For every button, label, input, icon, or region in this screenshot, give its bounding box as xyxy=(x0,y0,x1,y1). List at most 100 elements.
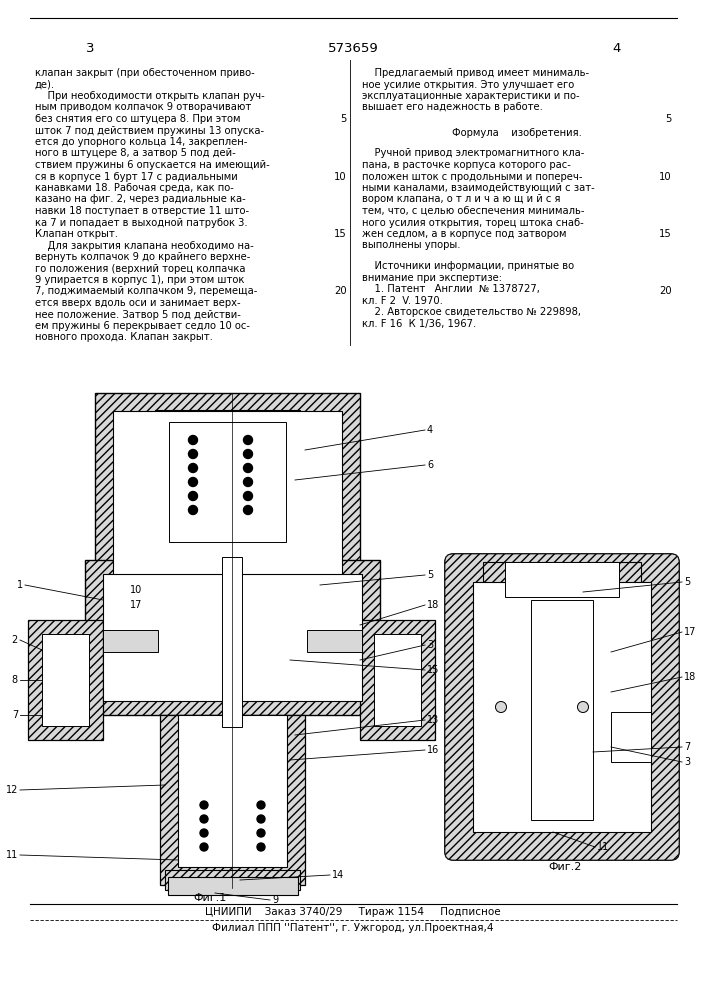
Text: шток 7 под действием пружины 13 опуска-: шток 7 под действием пружины 13 опуска- xyxy=(35,125,264,135)
Bar xyxy=(501,792,623,832)
Text: 6: 6 xyxy=(427,460,433,470)
Text: 4: 4 xyxy=(613,41,621,54)
Bar xyxy=(222,557,242,727)
Circle shape xyxy=(189,506,197,514)
Circle shape xyxy=(189,491,197,500)
Text: 3: 3 xyxy=(684,757,690,767)
Text: 8: 8 xyxy=(12,675,18,685)
Text: 7: 7 xyxy=(12,710,18,720)
Text: ем пружины 6 перекрывает седло 10 ос-: ем пружины 6 перекрывает седло 10 ос- xyxy=(35,321,250,331)
Text: ствием пружины 6 опускается на имеющий-: ствием пружины 6 опускается на имеющий- xyxy=(35,160,270,170)
Bar xyxy=(155,410,300,560)
Text: 2: 2 xyxy=(12,635,18,645)
Circle shape xyxy=(200,801,208,809)
Circle shape xyxy=(243,478,252,487)
Bar xyxy=(178,715,287,867)
Bar xyxy=(583,670,611,770)
Text: 14: 14 xyxy=(332,870,344,880)
Text: 1. Патент   Англии  № 1378727,: 1. Патент Англии № 1378727, xyxy=(362,284,540,294)
Bar xyxy=(307,630,362,652)
Circle shape xyxy=(189,450,197,458)
Text: 9: 9 xyxy=(272,895,278,905)
Text: кл. F 2  V. 1970.: кл. F 2 V. 1970. xyxy=(362,296,443,306)
Text: Клапан открыт.: Клапан открыт. xyxy=(35,229,118,239)
Circle shape xyxy=(257,829,265,837)
Text: вором клапана, о т л и ч а ю щ и й с я: вором клапана, о т л и ч а ю щ и й с я xyxy=(362,194,561,205)
Text: жен седлом, а в корпусе под затвором: жен седлом, а в корпусе под затвором xyxy=(362,229,566,239)
Text: 10: 10 xyxy=(130,585,142,595)
Text: эксплуатационные характеристики и по-: эксплуатационные характеристики и по- xyxy=(362,91,580,101)
Text: го положения (верхний торец колпачка: го положения (верхний торец колпачка xyxy=(35,263,245,273)
Circle shape xyxy=(200,815,208,823)
Text: 13: 13 xyxy=(427,715,439,725)
Bar xyxy=(483,562,641,602)
Text: 10: 10 xyxy=(334,172,347,182)
Text: внимание при экспертизе:: внимание при экспертизе: xyxy=(362,273,502,283)
Circle shape xyxy=(189,478,197,487)
Bar xyxy=(307,630,362,652)
Text: ным приводом колпачок 9 отворачивают: ным приводом колпачок 9 отворачивают xyxy=(35,103,251,112)
Text: ется до упорного кольца 14, закреплен-: ется до упорного кольца 14, закреплен- xyxy=(35,137,247,147)
Text: 11: 11 xyxy=(597,842,609,852)
Text: 17: 17 xyxy=(684,627,696,637)
Text: канавками 18. Рабочая среда, как по-: канавками 18. Рабочая среда, как по- xyxy=(35,183,234,193)
Circle shape xyxy=(189,464,197,473)
FancyBboxPatch shape xyxy=(445,554,679,860)
Text: 5: 5 xyxy=(427,570,433,580)
Text: ного в штуцере 8, а затвор 5 под дей-: ного в штуцере 8, а затвор 5 под дей- xyxy=(35,148,235,158)
Text: Фиг.1: Фиг.1 xyxy=(194,893,227,903)
Bar xyxy=(505,562,619,597)
FancyBboxPatch shape xyxy=(445,554,679,860)
Text: 15: 15 xyxy=(334,229,347,239)
Text: тем, что, с целью обеспечения минималь-: тем, что, с целью обеспечения минималь- xyxy=(362,206,585,216)
Text: 2. Авторское свидетельство № 229898,: 2. Авторское свидетельство № 229898, xyxy=(362,307,581,317)
Bar xyxy=(103,630,158,652)
Circle shape xyxy=(243,464,252,473)
Text: без снятия его со штуцера 8. При этом: без снятия его со штуцера 8. При этом xyxy=(35,114,240,124)
Text: ного усилия открытия, торец штока снаб-: ного усилия открытия, торец штока снаб- xyxy=(362,218,584,228)
Text: Фиг.2: Фиг.2 xyxy=(549,862,582,872)
Text: казано на фиг. 2, через радиальные ка-: казано на фиг. 2, через радиальные ка- xyxy=(35,194,246,205)
Circle shape xyxy=(257,801,265,809)
Text: вышает его надежность в работе.: вышает его надежность в работе. xyxy=(362,103,543,112)
Text: 4: 4 xyxy=(427,425,433,435)
Bar xyxy=(178,735,202,790)
Text: 20: 20 xyxy=(660,286,672,296)
Text: 17: 17 xyxy=(130,600,142,610)
Circle shape xyxy=(257,843,265,851)
Circle shape xyxy=(200,829,208,837)
Bar xyxy=(531,600,593,820)
Text: 5: 5 xyxy=(684,577,690,587)
Text: выполнены упоры.: выполнены упоры. xyxy=(362,240,460,250)
Text: 18: 18 xyxy=(684,672,696,682)
Bar xyxy=(579,600,593,820)
Bar xyxy=(360,620,435,740)
Bar xyxy=(85,560,380,715)
Bar xyxy=(160,715,305,885)
Bar xyxy=(95,393,360,593)
Text: 15: 15 xyxy=(659,229,672,239)
Bar xyxy=(374,634,421,726)
Text: новного прохода. Клапан закрыт.: новного прохода. Клапан закрыт. xyxy=(35,332,213,342)
Text: Предлагаемый привод имеет минималь-: Предлагаемый привод имеет минималь- xyxy=(362,68,589,78)
Bar xyxy=(169,422,286,542)
Bar xyxy=(168,877,298,895)
Text: 3: 3 xyxy=(86,41,94,54)
Text: 15: 15 xyxy=(427,665,439,675)
Bar xyxy=(113,411,342,575)
Text: Ручной привод электромагнитного кла-: Ручной привод электромагнитного кла- xyxy=(362,148,585,158)
Bar xyxy=(103,630,158,652)
Circle shape xyxy=(243,436,252,444)
Text: пана, в расточке корпуса которого рас-: пана, в расточке корпуса которого рас- xyxy=(362,160,571,170)
Bar xyxy=(473,670,501,770)
Circle shape xyxy=(189,436,197,444)
Circle shape xyxy=(257,815,265,823)
Circle shape xyxy=(496,702,506,712)
Bar xyxy=(473,582,651,832)
Text: ЦНИИПИ    Заказ 3740/29     Тираж 1154     Подписное: ЦНИИПИ Заказ 3740/29 Тираж 1154 Подписно… xyxy=(205,907,501,917)
Text: ся в корпусе 1 бурт 17 с радиальными: ся в корпусе 1 бурт 17 с радиальными xyxy=(35,172,238,182)
Text: 16: 16 xyxy=(427,745,439,755)
Text: 5: 5 xyxy=(341,114,347,124)
Text: Источники информации, принятые во: Источники информации, принятые во xyxy=(362,261,574,271)
Text: 11: 11 xyxy=(6,850,18,860)
